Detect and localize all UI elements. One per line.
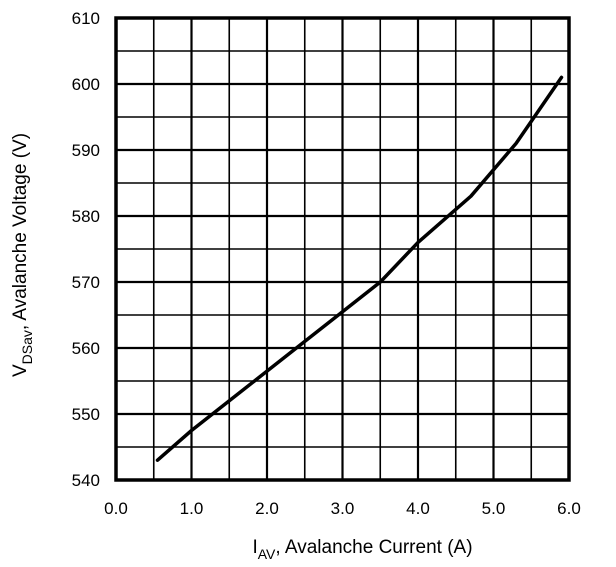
plot-frame <box>114 16 571 482</box>
series-layer <box>155 75 564 462</box>
y-axis-title-sub: DSav <box>19 330 35 364</box>
y-tick-label: 550 <box>72 405 100 424</box>
x-tick-label: 3.0 <box>331 499 355 518</box>
x-axis-title-rest: , Avalanche Current (A) <box>275 537 472 558</box>
grid <box>116 18 569 480</box>
y-tick-label: 590 <box>72 141 100 160</box>
x-tick-label: 0.0 <box>104 499 128 518</box>
y-tick-labels: 540 550 560 570 580 590 600 610 <box>72 9 100 490</box>
x-tick-label: 4.0 <box>406 499 430 518</box>
y-tick-label: 610 <box>72 9 100 28</box>
y-tick-label: 540 <box>72 471 100 490</box>
x-tick-label: 5.0 <box>482 499 506 518</box>
x-axis-title-sub: AV <box>258 546 276 562</box>
series-line-0 <box>155 75 564 462</box>
y-axis-title-rest: , Avalanche Voltage (V) <box>10 133 31 330</box>
y-tick-label: 570 <box>72 273 100 292</box>
y-axis-title-main: V <box>10 364 31 377</box>
x-axis-title: IAV, Avalanche Current (A) <box>252 537 472 562</box>
x-axis-title-main: I <box>252 537 257 558</box>
y-tick-label: 600 <box>72 75 100 94</box>
y-tick-label: 580 <box>72 207 100 226</box>
x-tick-label: 6.0 <box>557 499 581 518</box>
y-axis-title: VDSav, Avalanche Voltage (V) <box>10 133 35 377</box>
y-tick-label: 560 <box>72 339 100 358</box>
x-tick-label: 1.0 <box>180 499 204 518</box>
x-tick-labels: 0.0 1.0 2.0 3.0 4.0 5.0 6.0 <box>104 499 581 518</box>
x-tick-label: 2.0 <box>255 499 279 518</box>
